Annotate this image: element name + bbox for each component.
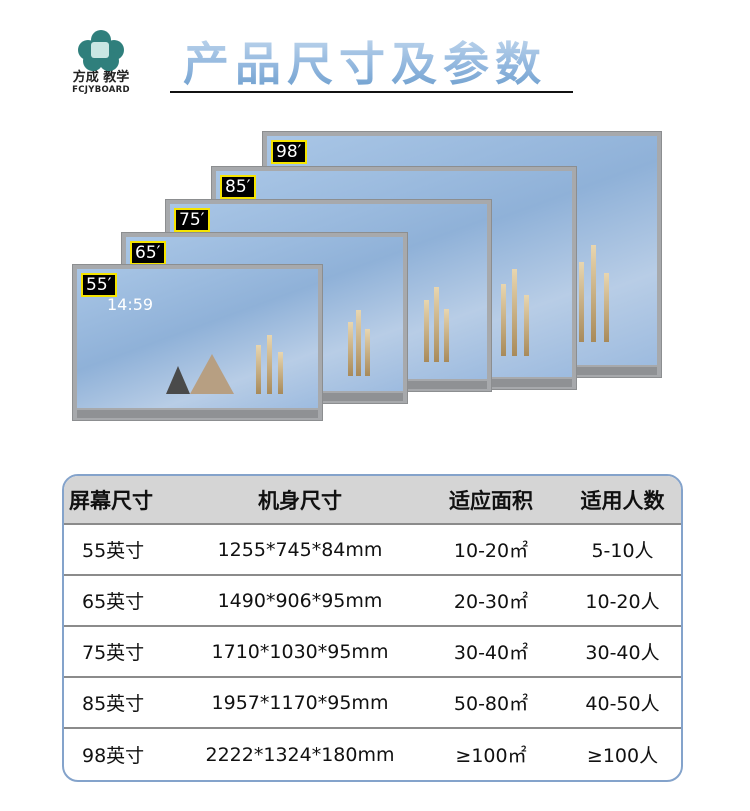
size-label: 85′ [220,175,256,199]
screen-55: 55′ 14:59 [72,264,323,421]
size-label: 98′ [271,140,307,164]
cell: 1710*1030*95mm [211,640,389,663]
table-row: 75英寸 1710*1030*95mm 30-40㎡ 30-40人 [64,627,681,678]
size-label: 65′ [130,241,166,265]
table-row: 98英寸 2222*1324*180mm ≥100㎡ ≥100人 [64,729,681,780]
cell: 20-30㎡ [453,591,529,613]
cell: 1957*1170*95mm [211,691,389,714]
title-divider [170,91,573,93]
cell: 2222*1324*180mm [205,743,395,766]
flower-logo-icon [78,30,124,71]
table-row: 65英寸 1490*906*95mm 20-30㎡ 10-20人 [64,576,681,627]
cell: 75英寸 [82,642,145,664]
header-cell: 适用人数 [580,488,665,513]
cell: 85英寸 [82,693,145,715]
cell: 30-40㎡ [453,642,529,664]
logo-cn: 方成 教学 [72,70,130,85]
cell: 10-20人 [585,591,660,613]
page-title: 产品尺寸及参数 [183,28,547,94]
cell: ≥100㎡ [455,745,527,767]
size-label: 75′ [174,208,210,232]
size-label: 55′ [81,273,117,297]
cell: 5-10人 [591,540,654,562]
logo-en: FCJYBOARD [72,85,130,95]
cell: 30-40人 [585,642,660,664]
cell: ≥100人 [586,745,659,767]
table-header: 屏幕尺寸 机身尺寸 适应面积 适用人数 [64,476,681,525]
cell: 10-20㎡ [453,540,529,562]
header-cell: 机身尺寸 [258,488,342,513]
cell: 55英寸 [82,540,145,562]
header-cell: 屏幕尺寸 [69,488,153,513]
cell: 98英寸 [82,745,145,767]
clock: 14:59 [107,295,154,314]
cell: 1490*906*95mm [217,589,383,612]
brand-logo: 方成 教学 FCJYBOARD [70,30,132,95]
cell: 65英寸 [82,591,145,613]
table-row: 85英寸 1957*1170*95mm 50-80㎡ 40-50人 [64,678,681,729]
cell: 50-80㎡ [453,693,529,715]
spec-table: 屏幕尺寸 机身尺寸 适应面积 适用人数 55英寸 1255*745*84mm 10-… [62,474,683,782]
table-row: 55英寸 1255*745*84mm 10-20㎡ 5-10人 [64,525,681,576]
cell: 40-50人 [585,693,660,715]
cell: 1255*745*84mm [217,538,383,561]
header-cell: 适应面积 [449,488,533,513]
